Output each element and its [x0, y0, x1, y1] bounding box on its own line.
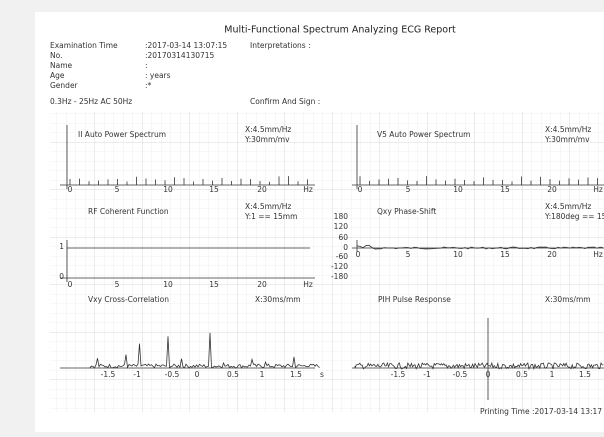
xcorr: [89, 332, 320, 369]
x-tick-label: 15: [209, 185, 219, 194]
x-tick-label: s: [320, 370, 324, 379]
y-tick-label: 0: [343, 243, 348, 252]
panel-scale: X:30ms/mm: [545, 295, 591, 304]
x-tick-label: 0: [356, 250, 361, 259]
y-tick-label: -60: [336, 252, 348, 261]
field-value: :20170314130715: [145, 51, 215, 60]
field-label: Age: [50, 71, 65, 80]
x-tick-label: 0.5: [516, 370, 528, 379]
panel-title: Vxy Cross-Correlation: [88, 295, 169, 304]
panel-title: V5 Auto Power Spectrum: [377, 130, 471, 139]
y-tick-label: 120: [334, 222, 349, 231]
x-tick-label: -0.5: [453, 370, 468, 379]
panel-scale: Y:30mm/mv: [544, 135, 590, 144]
x-tick-label: 1: [260, 370, 265, 379]
x-tick-label: 1.5: [579, 370, 591, 379]
panel-scale: X:4.5mm/Hz: [545, 202, 591, 211]
panel-title: PIH Pulse Response: [378, 295, 451, 304]
field-label: No.: [50, 51, 62, 60]
x-tick-label: 0: [486, 370, 491, 379]
field-value: :: [145, 61, 148, 70]
x-tick-label: 0: [358, 185, 363, 194]
traces: [67, 176, 604, 400]
x-tick-label: 1: [550, 370, 555, 379]
x-tick-label: -1.5: [391, 370, 406, 379]
x-tick-label: 20: [547, 250, 557, 259]
panel-title: II Auto Power Spectrum: [78, 130, 166, 139]
x-tick-label: 10: [453, 250, 463, 259]
panel-title: Qxy Phase-Shift: [377, 207, 436, 216]
x-tick-label: -1: [133, 370, 141, 379]
panel-scale: X:4.5mm/Hz: [545, 125, 591, 134]
x-tick-label: 5: [115, 280, 120, 289]
x-tick-label: Hz: [303, 185, 313, 194]
panel-scale: X:30ms/mm: [255, 295, 301, 304]
x-tick-label: 10: [163, 280, 173, 289]
panel-scale: Y:180deg == 15: [544, 212, 604, 221]
panel-scale: Y:30mm/mv: [244, 135, 290, 144]
spectrum: [69, 176, 308, 185]
x-tick-label: 5: [406, 185, 411, 194]
field-label: Examination Time: [50, 41, 118, 50]
x-tick-label: 10: [453, 185, 463, 194]
grid: [50, 112, 604, 412]
x-tick-label: 5: [406, 250, 411, 259]
y-tick-label: -180: [331, 272, 348, 281]
x-tick-label: 0: [68, 185, 73, 194]
title: Multi-Functional Spectrum Analyzing ECG …: [224, 25, 456, 36]
panel-scale: Y:1 == 15mm: [244, 212, 297, 221]
x-tick-label: Hz: [303, 280, 313, 289]
x-tick-label: 10: [163, 185, 173, 194]
field-value: :*: [145, 81, 152, 90]
x-tick-label: Hz: [593, 250, 603, 259]
x-tick-label: 15: [209, 280, 219, 289]
y-tick-label: -120: [331, 262, 348, 271]
x-tick-label: 0.5: [227, 370, 239, 379]
field-label: Name: [50, 61, 73, 70]
x-tick-label: -1.5: [101, 370, 116, 379]
x-tick-label: 20: [257, 280, 267, 289]
x-tick-label: 0: [68, 280, 73, 289]
x-tick-label: Hz: [593, 185, 603, 194]
x-tick-label: 0: [195, 370, 200, 379]
x-tick-label: 1.5: [290, 370, 302, 379]
panel-scale: X:4.5mm/Hz: [245, 202, 291, 211]
confirm: Confirm And Sign :: [250, 97, 320, 106]
filter: 0.3Hz - 25Hz AC 50Hz: [50, 97, 132, 106]
panel-title: RF Coherent Function: [88, 207, 169, 216]
field-value: :2017-03-14 13:07:15: [145, 41, 227, 50]
y-tick-label: 0: [59, 272, 64, 281]
field-value: : years: [145, 71, 171, 80]
printing-time: Printing Time :2017-03-14 13:17: [480, 407, 602, 416]
spectrum: [359, 176, 598, 185]
x-tick-label: 15: [500, 250, 510, 259]
panel-scale: X:4.5mm/Hz: [245, 125, 291, 134]
x-tick-label: 5: [115, 185, 120, 194]
y-tick-label: 180: [334, 212, 349, 221]
y-tick-label: 1: [59, 242, 64, 251]
interpretations: Interpretations :: [250, 41, 311, 50]
x-tick-label: 20: [257, 185, 267, 194]
x-tick-label: 20: [547, 185, 557, 194]
x-tick-label: -1: [423, 370, 431, 379]
x-tick-label: 15: [500, 185, 510, 194]
field-label: Gender: [50, 81, 79, 90]
y-tick-label: 60: [338, 233, 348, 242]
x-tick-label: -0.5: [165, 370, 180, 379]
